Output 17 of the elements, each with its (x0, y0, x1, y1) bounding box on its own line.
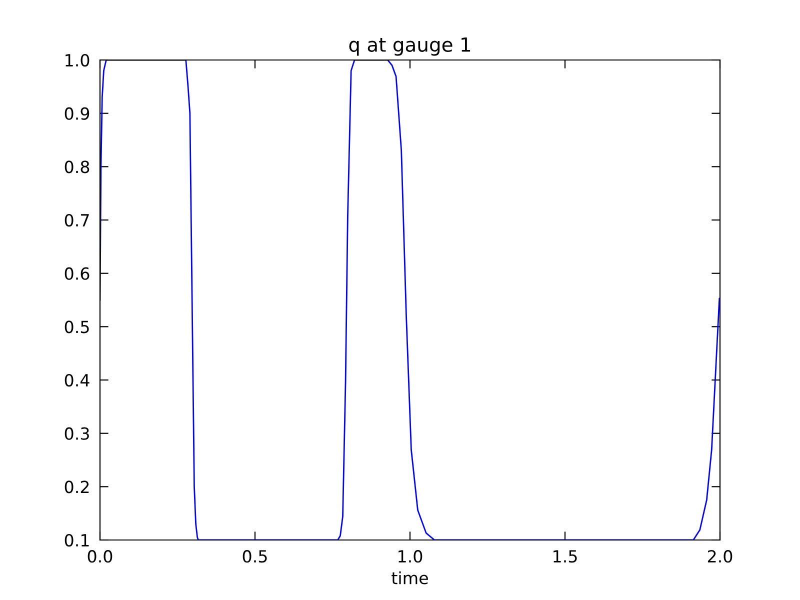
y-tick-label: 0.4 (64, 374, 90, 387)
x-tick-label: 2.0 (708, 550, 732, 563)
x-tick-label: 0.0 (88, 550, 112, 563)
x-tick-label: 1.5 (554, 550, 577, 563)
y-tick-label: 0.7 (64, 214, 89, 227)
y-tick-label: 0.9 (64, 107, 90, 120)
y-tick-label: 0.8 (64, 160, 90, 174)
x-tick-label: 0.5 (242, 550, 267, 563)
y-tick-label: 0.5 (64, 320, 89, 334)
y-tick-label: 0.6 (64, 267, 90, 280)
y-tick-label: 0.1 (64, 534, 89, 547)
x-tick-label: 1.0 (398, 550, 422, 563)
y-tick-label: 0.3 (64, 427, 89, 440)
x-axis-title: time (392, 571, 428, 584)
chart-title: q at gauge 1 (349, 37, 470, 56)
y-tick-label: 1.0 (66, 54, 90, 67)
y-tick-label: 0.2 (64, 480, 89, 494)
